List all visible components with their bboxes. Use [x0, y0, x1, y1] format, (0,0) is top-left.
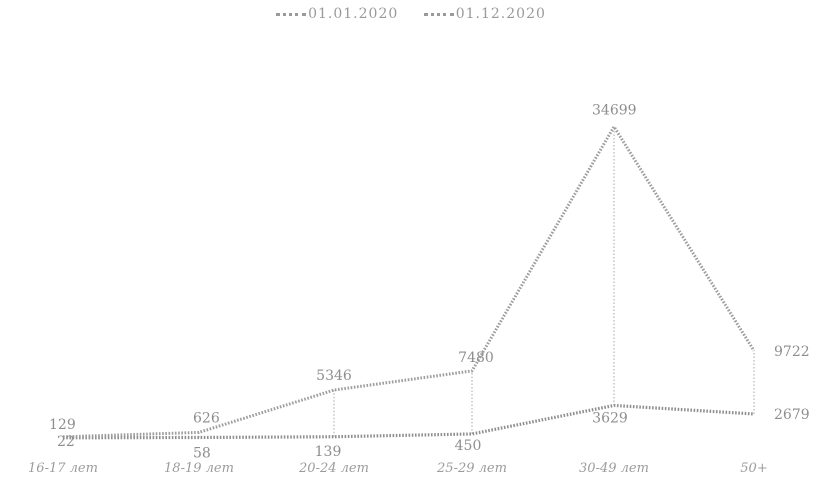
x-tick-label-5: 50+ — [740, 461, 767, 476]
data-label-s1-0: 22 — [57, 434, 75, 450]
data-label-s2-0: 129 — [49, 417, 76, 433]
series-line-1 — [62, 403, 755, 440]
data-label-s1-3: 450 — [455, 438, 482, 454]
data-label-s2-3: 7480 — [458, 350, 494, 366]
data-label-s2-5: 9722 — [774, 344, 810, 360]
legend-item-series-2: 01.12.2020 — [423, 6, 546, 22]
x-tick-label-1: 18-19 лет — [164, 461, 234, 476]
legend-swatch-series-2 — [423, 12, 454, 16]
legend: 01.01.2020 01.12.2020 — [0, 6, 822, 22]
data-label-s1-2: 139 — [315, 444, 342, 460]
x-tick-label-2: 20-24 лет — [298, 461, 369, 476]
x-tick-label-4: 30-49 лет — [579, 461, 649, 476]
data-label-s2-2: 5346 — [316, 368, 352, 384]
data-label-s2-4: 34699 — [592, 103, 637, 119]
legend-swatch-series-1 — [276, 12, 307, 16]
data-label-s2-1: 626 — [193, 410, 220, 426]
legend-item-series-1: 01.01.2020 — [276, 6, 398, 22]
data-label-s1-1: 58 — [193, 445, 211, 461]
data-label-s1-5: 2679 — [774, 407, 810, 423]
x-tick-label-0: 16-17 лет — [28, 461, 98, 476]
legend-label-series-2: 01.12.2020 — [455, 6, 546, 22]
x-tick-label-3: 25-29 лет — [436, 461, 507, 476]
legend-label-series-1: 01.01.2020 — [308, 6, 399, 22]
data-label-s1-4: 3629 — [592, 410, 628, 426]
series-line-2 — [62, 125, 756, 439]
